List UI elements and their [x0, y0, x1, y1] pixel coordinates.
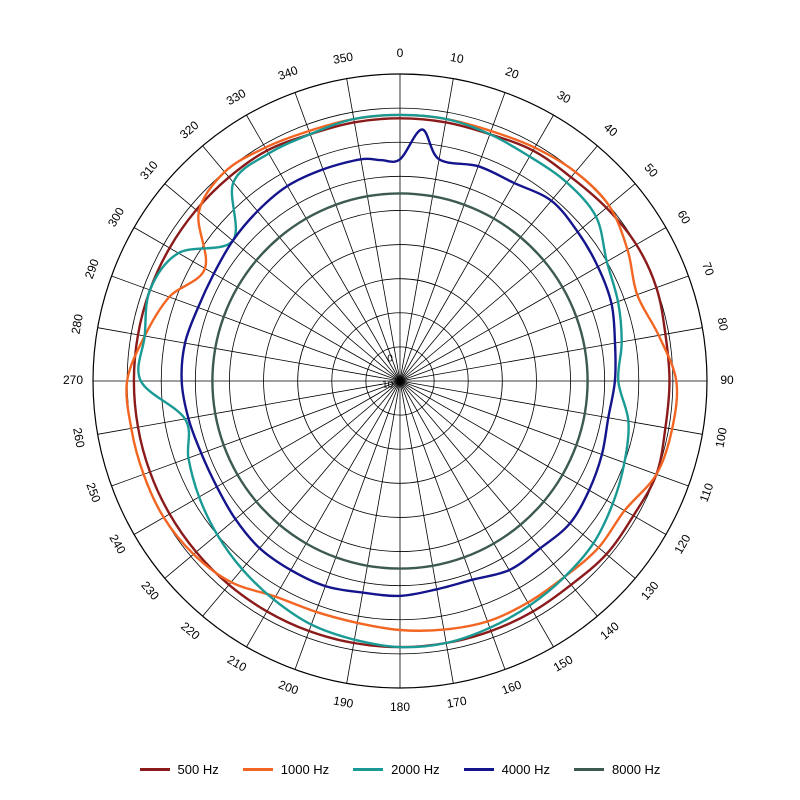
radial-tick-label: 0 — [387, 354, 393, 365]
angle-tick-label: 300 — [105, 205, 127, 230]
angle-tick-label: 240 — [106, 532, 128, 557]
grid-spoke — [246, 380, 401, 648]
angle-tick-label: 80 — [715, 316, 731, 332]
angle-tick-label: 180 — [390, 700, 410, 714]
angle-tick-label: 60 — [675, 208, 694, 227]
angle-tick-label: 250 — [83, 481, 103, 505]
grid-spoke — [111, 380, 401, 487]
angle-tick-label: 20 — [503, 64, 521, 82]
angle-tick-label: 210 — [225, 652, 250, 674]
grid-spoke — [399, 380, 636, 579]
legend-swatch — [139, 768, 170, 771]
angle-tick-label: 290 — [82, 257, 102, 281]
grid-spoke — [97, 380, 401, 435]
angle-tick-label: 230 — [138, 578, 162, 603]
grid-spoke — [399, 380, 667, 535]
series-line-8000-hz — [211, 192, 589, 570]
angle-tick-label: 30 — [555, 88, 574, 107]
grid-spoke — [399, 380, 703, 435]
angle-tick-label: 310 — [137, 158, 161, 183]
series-line-1000-hz — [125, 113, 679, 632]
legend-swatch — [574, 768, 605, 771]
angle-tick-label: 270 — [63, 373, 83, 387]
angle-tick-label: 350 — [332, 49, 354, 66]
grid-spoke — [97, 327, 401, 382]
grid-spoke — [294, 92, 401, 382]
angle-tick-label: 190 — [332, 694, 354, 711]
grid-spoke — [346, 78, 401, 382]
legend-label: 4000 Hz — [501, 762, 551, 777]
grid-spoke — [399, 114, 554, 382]
grid-spoke — [346, 380, 401, 684]
legend: 500 Hz 1000 Hz 2000 Hz 4000 Hz 8000 Hz — [0, 762, 800, 777]
grid-spoke — [399, 327, 703, 382]
angle-tick-label: 50 — [641, 161, 661, 180]
grid-spoke — [399, 145, 598, 382]
angle-tick-label: 140 — [597, 619, 622, 643]
angle-tick-label: 70 — [699, 260, 717, 278]
angle-tick-label: 340 — [276, 63, 300, 83]
angle-tick-label: 150 — [551, 652, 576, 674]
grid-spoke — [399, 380, 454, 684]
angle-tick-label: 110 — [697, 481, 717, 504]
legend-swatch — [353, 768, 384, 771]
angle-tick-label: 40 — [601, 120, 620, 140]
grid-spoke — [202, 380, 401, 617]
legend-label: 500 Hz — [177, 762, 219, 777]
grid-spoke — [164, 183, 401, 382]
grid-spoke — [164, 380, 401, 579]
angle-tick-label: 120 — [671, 532, 693, 557]
grid-spoke — [399, 227, 667, 382]
grid-spoke — [246, 114, 401, 382]
angle-tick-label: 320 — [177, 118, 202, 142]
angle-tick-label: 330 — [224, 86, 249, 108]
radial-tick-label: -10 — [379, 380, 394, 391]
legend-item: 2000 Hz — [353, 762, 440, 777]
legend-label: 1000 Hz — [280, 762, 330, 777]
legend-label: 8000 Hz — [612, 762, 661, 777]
grid-spoke — [399, 275, 689, 382]
angle-tick-label: 10 — [449, 50, 465, 66]
angle-tick-label: 90 — [720, 373, 734, 387]
angle-tick-label: 200 — [277, 677, 301, 697]
grid-spoke — [133, 380, 401, 535]
angle-tick-label: 130 — [638, 578, 662, 603]
grid-spoke — [399, 380, 689, 487]
angle-tick-label: 160 — [500, 677, 524, 697]
angle-tick-label: 170 — [446, 694, 468, 711]
grid-spoke — [202, 145, 401, 382]
angle-tick-label: 0 — [397, 46, 404, 60]
legend-item: 1000 Hz — [242, 762, 330, 777]
grid-spoke — [294, 380, 401, 670]
grid-spoke — [111, 275, 401, 382]
legend-item: 500 Hz — [139, 762, 219, 777]
angle-tick-label: 100 — [713, 426, 730, 448]
angle-tick-label: 220 — [178, 619, 203, 643]
legend-item: 8000 Hz — [574, 762, 660, 777]
grid-spoke — [399, 78, 454, 382]
legend-label: 2000 Hz — [391, 762, 440, 777]
series-line-4000-hz — [180, 128, 617, 598]
legend-swatch — [463, 768, 494, 771]
grid-spoke — [399, 92, 506, 382]
series-line-2000-hz — [137, 113, 630, 649]
angle-tick-label: 260 — [70, 427, 87, 449]
angle-tick-label: 280 — [69, 313, 86, 335]
legend-swatch — [242, 768, 273, 771]
legend-item: 4000 Hz — [463, 762, 551, 777]
